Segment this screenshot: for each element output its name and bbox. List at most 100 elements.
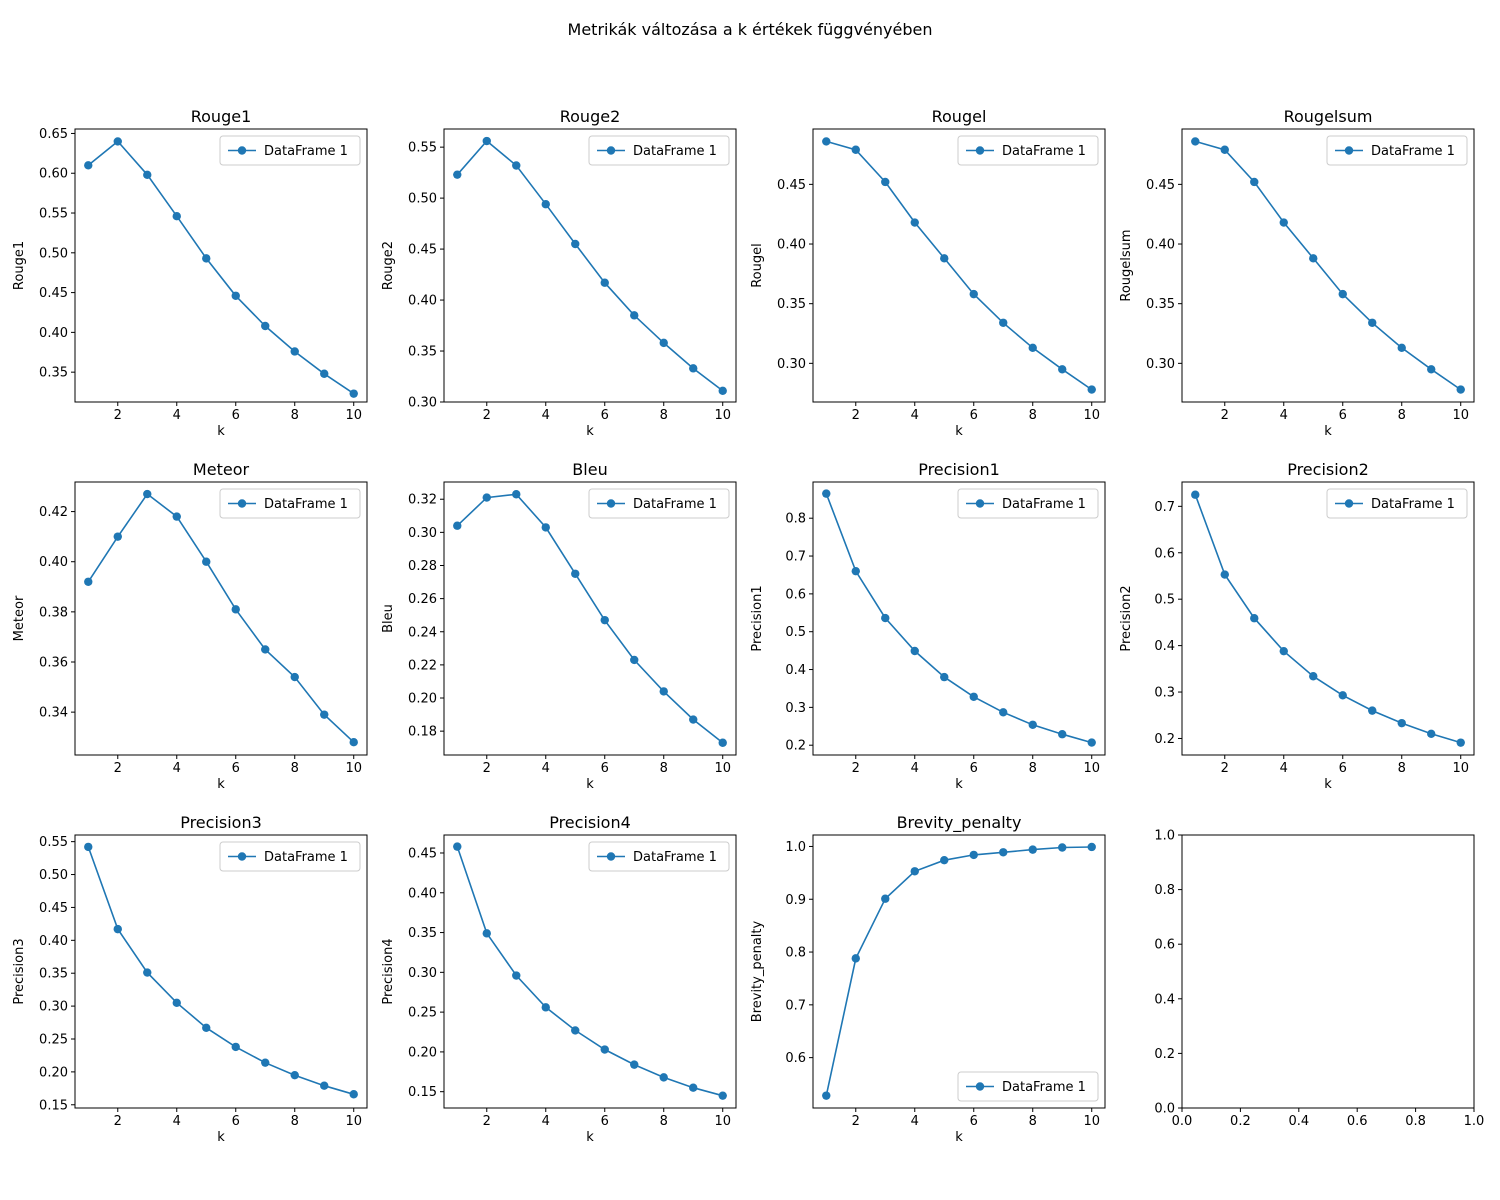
x-tick-label: 8: [291, 1114, 299, 1129]
data-point: [290, 347, 299, 356]
y-tick-label: 0.50: [39, 246, 68, 261]
y-tick-label: 0.2: [785, 739, 806, 754]
data-point: [231, 1042, 240, 1052]
y-tick-label: 0.2: [1154, 732, 1175, 747]
x-axis-label: k: [586, 424, 594, 439]
x-tick-label: 4: [173, 761, 181, 776]
data-point: [143, 170, 152, 180]
legend: DataFrame 1: [219, 135, 361, 166]
x-tick-label: 10: [714, 1114, 731, 1129]
data-point: [172, 512, 181, 521]
legend-box: [957, 1071, 1099, 1102]
data-point: [571, 1026, 580, 1035]
y-tick-label: 0.35: [408, 926, 437, 941]
y-tick-label: 0.36: [39, 655, 68, 670]
x-tick-label: 8: [660, 1114, 668, 1129]
axes-frame: [812, 128, 1106, 403]
y-tick-label: 0.7: [1154, 500, 1175, 515]
x-tick-label: 0.0: [1172, 1114, 1193, 1129]
data-point: [999, 848, 1008, 857]
x-tick-label: 8: [1029, 1114, 1037, 1129]
x-tick-label: 6: [601, 1114, 609, 1129]
subplot-title: Meteor: [193, 460, 250, 479]
x-tick-label: 4: [1280, 761, 1288, 776]
x-tick-label: 0.8: [1405, 1114, 1426, 1129]
y-tick-label: 1.0: [1154, 829, 1175, 844]
subplot-title: Bleu: [572, 460, 607, 479]
y-tick-label: 0.42: [39, 505, 68, 520]
x-tick-label: 2: [852, 1114, 860, 1129]
subplot-title: Precision4: [549, 813, 631, 832]
x-axis-label: k: [586, 777, 594, 792]
legend-box: [957, 488, 1099, 519]
y-axis-label: Precision2: [1119, 585, 1134, 651]
x-tick-label: 8: [1029, 408, 1037, 423]
subplot-bleu: 2 4 6 8 10 0.18 0.20 0.22 0.24 0.26 0.28 0.30 0.32 Bl…: [381, 460, 737, 792]
x-tick-label: 2: [483, 1114, 491, 1129]
x-axis-label: k: [1324, 777, 1332, 792]
data-point: [349, 389, 358, 398]
data-point: [320, 710, 329, 719]
x-tick-label: 10: [1452, 761, 1469, 776]
x-tick-label: 1.0: [1464, 1114, 1485, 1129]
x-tick-label: 6: [232, 1114, 240, 1129]
y-tick-label: 0.5: [1154, 593, 1175, 608]
y-axis-label: Rouge1: [12, 241, 27, 290]
data-point: [659, 687, 668, 696]
data-point: [172, 998, 181, 1008]
data-point: [453, 521, 462, 530]
data-point: [822, 1091, 831, 1100]
data-point: [940, 254, 949, 263]
x-tick-label: 4: [911, 408, 919, 423]
legend-label: DataFrame 1: [264, 850, 348, 865]
data-point: [1427, 365, 1436, 374]
y-tick-label: 0.30: [1146, 357, 1175, 372]
x-tick-label: 4: [911, 761, 919, 776]
series-line: [87, 492, 355, 743]
legend-marker: [606, 146, 616, 155]
data-point: [600, 615, 609, 625]
legend-marker: [237, 499, 247, 508]
x-axis-label: k: [955, 424, 963, 439]
y-tick-label: 0.55: [39, 835, 68, 850]
y-tick-label: 0.45: [39, 286, 68, 301]
y-axis-label: Precision1: [750, 585, 765, 651]
x-tick-label: 6: [232, 408, 240, 423]
data-point: [1058, 730, 1067, 739]
y-tick-label: 0.20: [39, 1065, 68, 1080]
y-tick-label: 0.20: [408, 692, 437, 707]
y-tick-label: 0.24: [408, 625, 437, 640]
subplot-precision2: 2 4 6 8 10 0.2 0.3 0.4 0.5 0.6 0.7 Precision2 k Preci…: [1119, 460, 1475, 792]
data-point: [881, 177, 890, 187]
x-tick-label: 10: [1083, 408, 1100, 423]
y-tick-label: 0.50: [408, 192, 437, 207]
legend-label: DataFrame 1: [633, 144, 717, 159]
subplot-title: Rouge2: [560, 107, 621, 126]
x-tick-label: 4: [173, 1114, 181, 1129]
y-tick-label: 0.55: [408, 141, 437, 156]
subplot-title: Brevity_penalty: [897, 813, 1022, 833]
legend-label: DataFrame 1: [1002, 144, 1086, 159]
x-tick-label: 6: [601, 408, 609, 423]
legend: DataFrame 1: [957, 135, 1099, 166]
data-point: [718, 1091, 727, 1100]
data-point: [940, 855, 949, 865]
data-point: [231, 605, 240, 614]
data-point: [630, 1060, 639, 1069]
x-tick-label: 0.6: [1347, 1114, 1368, 1129]
axes-frame: [443, 481, 737, 756]
data-point: [1397, 343, 1406, 353]
data-point: [541, 200, 550, 209]
series-line: [1194, 494, 1461, 744]
data-point: [1087, 842, 1096, 852]
subplot-precision4: 2 4 6 8 10 0.15 0.20 0.25 0.30 0.35 0.40 0.45 Precis…: [381, 813, 737, 1145]
series-line: [87, 846, 354, 1096]
data-point: [571, 239, 580, 249]
x-tick-label: 8: [1029, 761, 1037, 776]
legend: DataFrame 1: [219, 841, 361, 872]
y-axis-label: Bleu: [381, 604, 396, 633]
legend-marker: [606, 852, 616, 861]
subplot-precision1: 2 4 6 8 10 0.2 0.3 0.4 0.5 0.6 0.7 0.8 Precision1 k Pr…: [750, 460, 1106, 792]
data-point: [600, 278, 609, 287]
